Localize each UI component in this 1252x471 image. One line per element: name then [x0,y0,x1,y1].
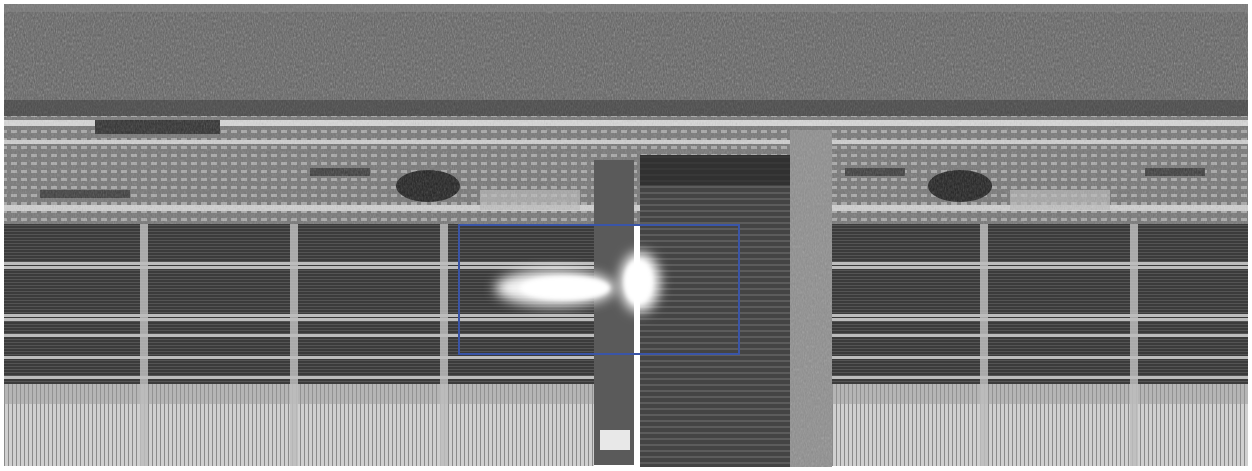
grid-row-line [832,334,1248,337]
grid-column-line [440,224,448,466]
detection-box [458,224,740,355]
grid-row-line [4,262,594,265]
grid-row-line [832,314,1248,317]
grid-row-line [4,334,594,337]
grid-column-line [140,224,148,466]
grid-row-line [4,318,594,321]
grid-column-line [290,224,298,466]
grid-row-line [832,318,1248,321]
cell-array-left [4,224,594,384]
grid-row-line [832,376,1248,379]
grid-row-line [4,266,594,269]
grid-column-line [980,224,988,466]
hotspot [495,252,660,312]
grid-row-line [4,376,594,379]
grid-row-line [832,262,1248,265]
grid-row-line [832,266,1248,269]
bottom-strip [4,384,1248,466]
grid-row-line [832,356,1248,359]
grid-row-line [4,356,594,359]
array-grid-lines [4,224,1248,466]
grid-row-line [4,314,594,317]
noise-band [4,4,1248,116]
cell-array-right [832,224,1248,384]
center-column [594,130,832,467]
grid-column-line [1130,224,1138,466]
